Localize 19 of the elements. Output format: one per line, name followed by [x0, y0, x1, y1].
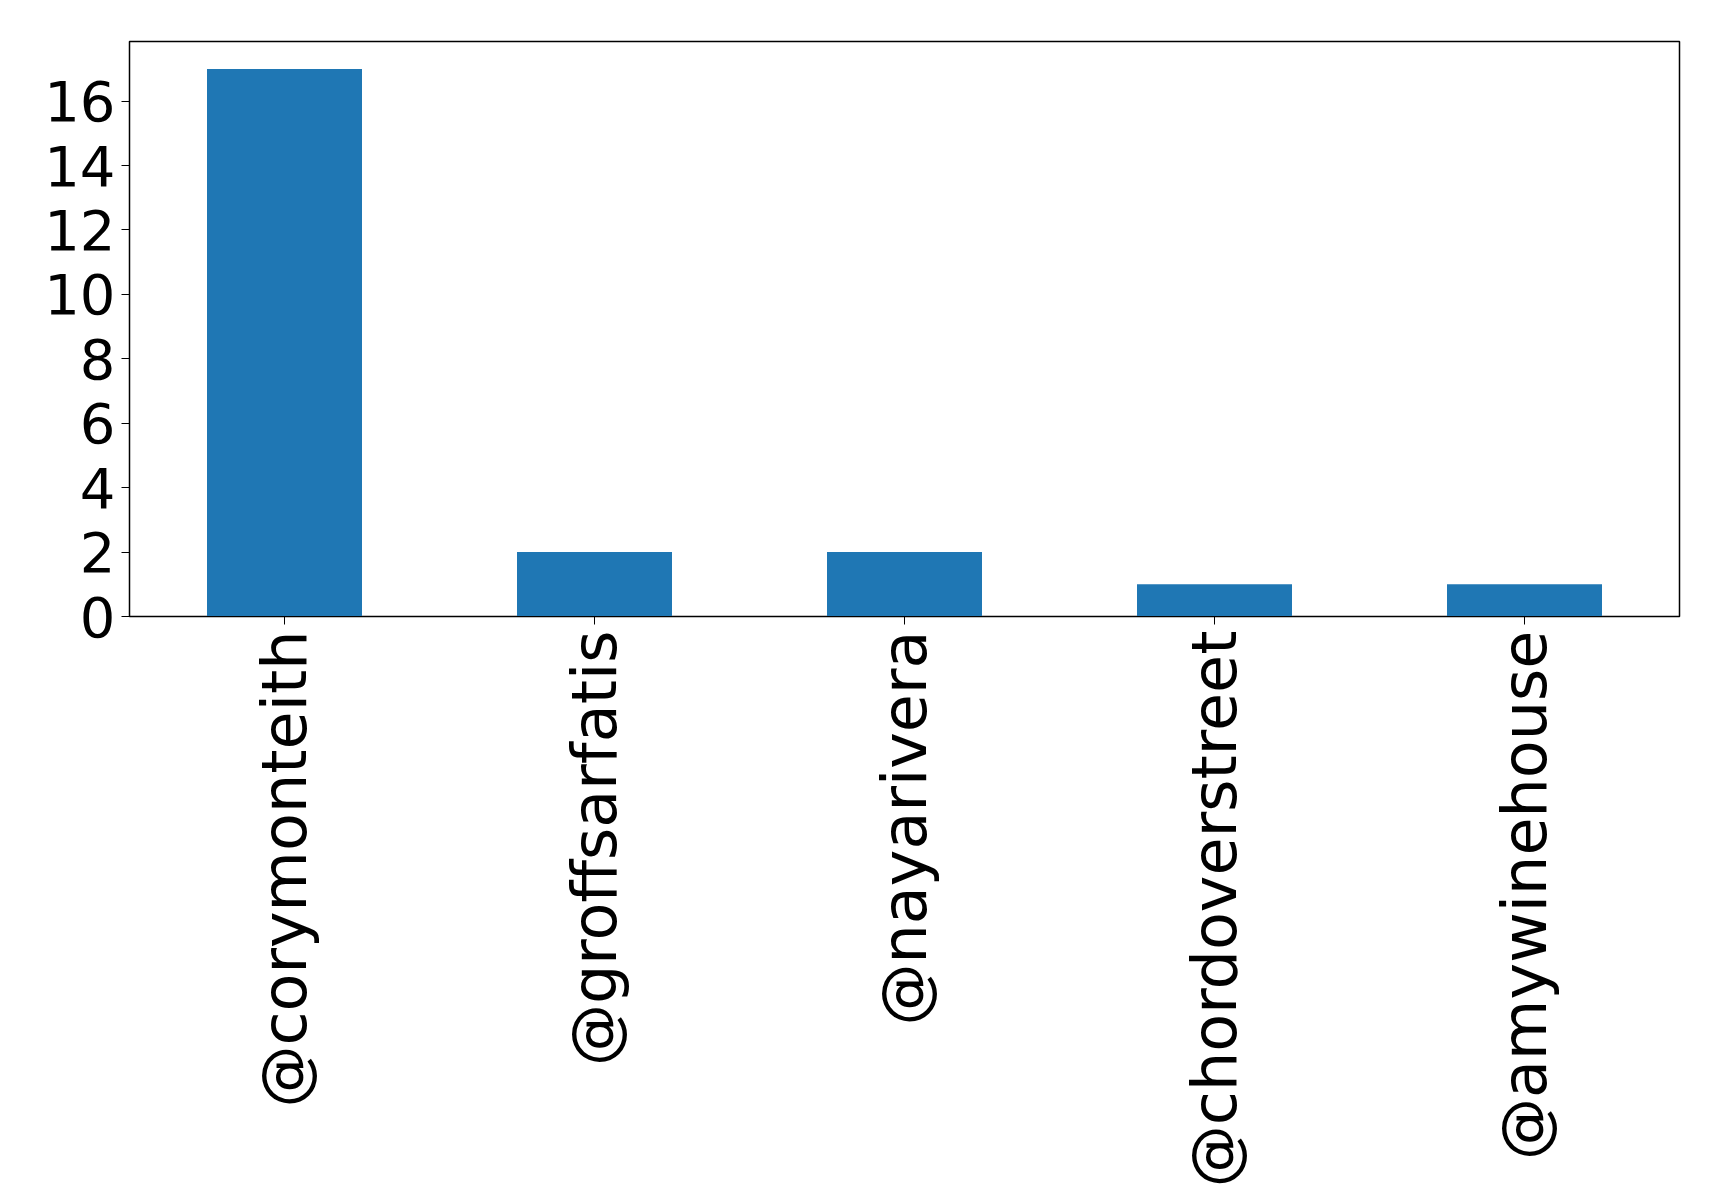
y-tick-label: 2 — [79, 520, 116, 586]
y-tick-label: 14 — [44, 133, 116, 199]
y-tick-label: 16 — [44, 69, 116, 135]
x-tick-label: @corymonteith — [248, 630, 321, 1108]
x-tick-label: @nayarivera — [868, 630, 941, 1026]
bar — [207, 68, 362, 617]
y-tick-label: 0 — [79, 584, 116, 650]
bar — [517, 552, 672, 617]
y-tick-label: 12 — [44, 197, 116, 263]
bar — [1447, 584, 1602, 617]
y-tick-label: 4 — [79, 455, 116, 521]
x-tick-label: @groffsarfatis — [558, 630, 631, 1067]
bar — [1137, 584, 1292, 617]
y-tick-label: 6 — [79, 391, 116, 457]
x-tick-label: @amywinehouse — [1488, 630, 1561, 1160]
x-tick-label: @chordoverstreet — [1178, 630, 1251, 1188]
y-tick-label: 10 — [44, 262, 116, 328]
bar — [827, 552, 982, 617]
y-tick-label: 8 — [79, 326, 116, 392]
